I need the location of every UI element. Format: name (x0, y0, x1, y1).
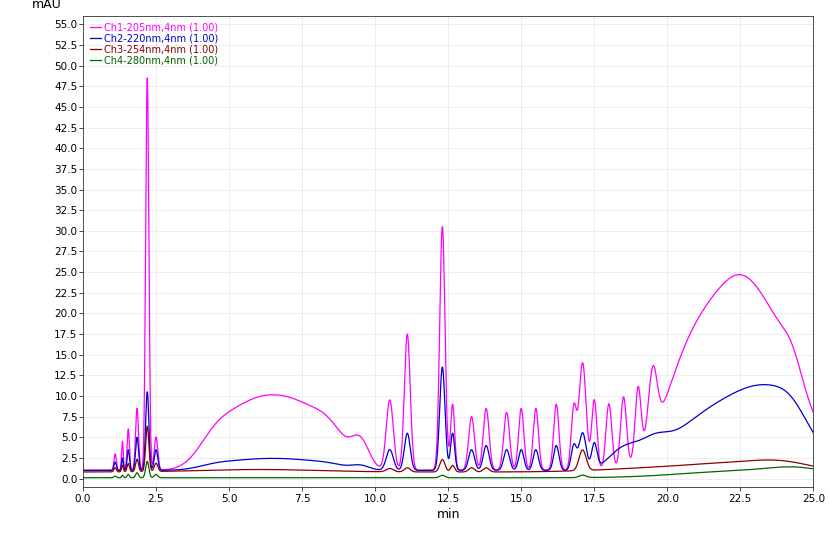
Ch4-280nm,4nm (1.00) (78, 475, 88, 481)
Line: Ch1-205nm,4nm (1.00): Ch1-205nm,4nm (1.00) (83, 78, 813, 470)
Ch3-254nm,4nm (1.00) (354, 468, 364, 475)
Ch2-220nm,4nm (1.00) (256, 455, 266, 462)
Ch4-280nm,4nm (1.00) (808, 465, 818, 472)
Ch2-220nm,4nm (1.00) (251, 456, 261, 462)
Ch3-254nm,4nm (1.00) (405, 467, 415, 473)
Ch3-254nm,4nm (1.00) (247, 467, 257, 473)
Ch4-280nm,4nm (1.00) (251, 475, 261, 481)
Ch3-254nm,4nm (1.00) (256, 467, 266, 473)
Ch4-280nm,4nm (1.00) (803, 465, 813, 471)
Ch1-205nm,4nm (1.00) (405, 389, 415, 396)
Ch1-205nm,4nm (1.00) (78, 467, 88, 473)
Ch3-254nm,4nm (1.00) (251, 467, 261, 473)
Ch4-280nm,4nm (1.00) (247, 475, 257, 481)
Ch3-254nm,4nm (1.00) (142, 423, 152, 430)
Ch2-220nm,4nm (1.00) (247, 456, 257, 462)
Ch4-280nm,4nm (1.00) (256, 475, 266, 481)
Ch3-254nm,4nm (1.00) (803, 462, 813, 468)
Ch1-205nm,4nm (1.00) (803, 393, 813, 400)
Ch4-280nm,4nm (1.00) (405, 475, 415, 481)
Ch3-254nm,4nm (1.00) (456, 469, 466, 475)
Legend: Ch1-205nm,4nm (1.00), Ch2-220nm,4nm (1.00), Ch3-254nm,4nm (1.00), Ch4-280nm,4nm : Ch1-205nm,4nm (1.00), Ch2-220nm,4nm (1.0… (88, 21, 221, 68)
Ch1-205nm,4nm (1.00) (251, 394, 261, 401)
Text: mAU: mAU (32, 0, 61, 11)
Line: Ch2-220nm,4nm (1.00): Ch2-220nm,4nm (1.00) (83, 367, 813, 470)
Line: Ch4-280nm,4nm (1.00): Ch4-280nm,4nm (1.00) (83, 461, 813, 478)
Ch3-254nm,4nm (1.00) (808, 463, 818, 469)
Ch2-220nm,4nm (1.00) (405, 445, 415, 452)
Ch2-220nm,4nm (1.00) (808, 430, 818, 436)
Ch2-220nm,4nm (1.00) (354, 462, 364, 468)
Line: Ch3-254nm,4nm (1.00): Ch3-254nm,4nm (1.00) (83, 426, 813, 472)
Ch4-280nm,4nm (1.00) (142, 458, 152, 464)
Ch1-205nm,4nm (1.00) (256, 393, 266, 400)
Ch2-220nm,4nm (1.00) (437, 364, 447, 370)
Ch1-205nm,4nm (1.00) (808, 409, 818, 416)
Ch2-220nm,4nm (1.00) (803, 419, 813, 426)
Ch1-205nm,4nm (1.00) (247, 395, 257, 402)
Ch3-254nm,4nm (1.00) (78, 469, 88, 475)
X-axis label: min: min (437, 508, 460, 521)
Ch4-280nm,4nm (1.00) (354, 475, 364, 481)
Ch2-220nm,4nm (1.00) (78, 467, 88, 473)
Ch1-205nm,4nm (1.00) (142, 75, 152, 81)
Ch1-205nm,4nm (1.00) (354, 432, 364, 439)
